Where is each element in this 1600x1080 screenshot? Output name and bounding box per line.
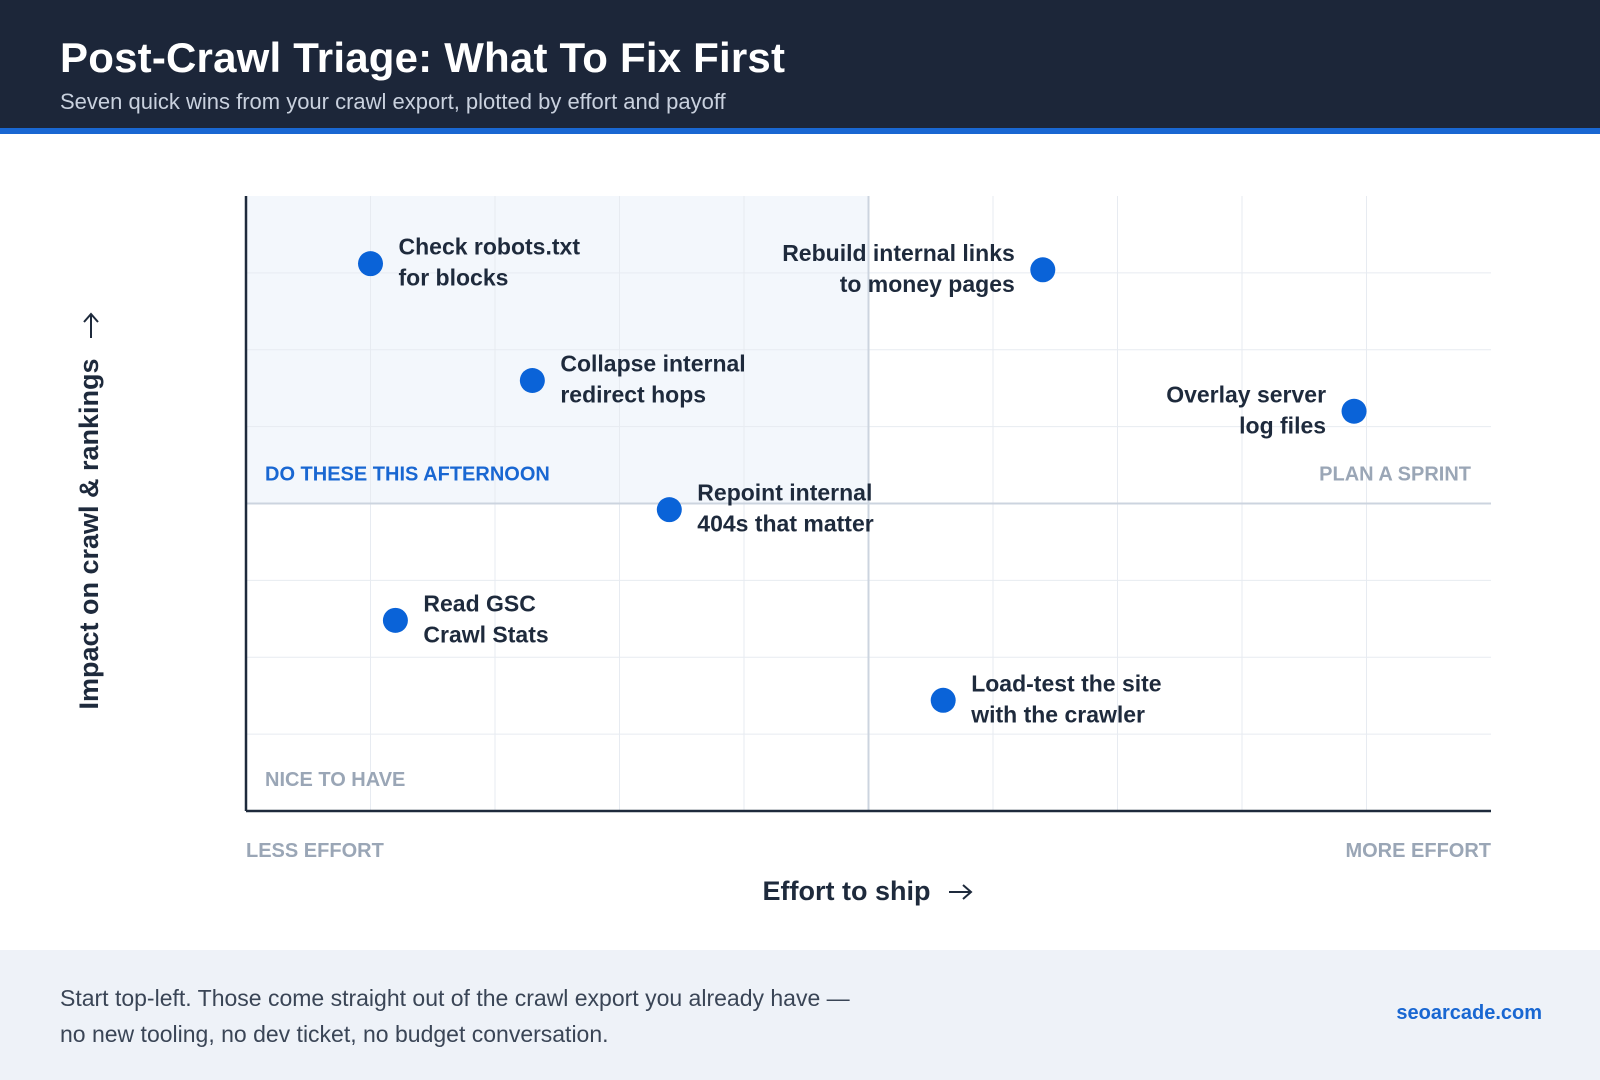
data-point-label: redirect hops [560, 382, 706, 408]
quadrant-label-bottom-left: NICE TO HAVE [265, 769, 405, 791]
chart-title: Post-Crawl Triage: What To Fix First [60, 34, 786, 81]
data-point [519, 368, 545, 393]
data-point-label: log files [1239, 412, 1326, 438]
footer-note-line-2: no new tooling, no dev ticket, no budget… [60, 1021, 609, 1047]
data-point [930, 687, 956, 713]
data-point-label: Collapse internal [560, 351, 745, 377]
data-point-label: Repoint internal [697, 480, 872, 506]
header-bar: Post-Crawl Triage: What To Fix First Sev… [0, 0, 1600, 128]
y-axis-arrow-icon [83, 312, 99, 338]
footer-brand: seoarcade.com [1396, 1002, 1542, 1024]
data-point-label: with the crawler [970, 701, 1145, 727]
quadrant-label-top-left: DO THESE THIS AFTERNOON [265, 464, 550, 486]
chart-subtitle: Seven quick wins from your crawl export,… [60, 89, 726, 114]
data-point [358, 251, 383, 277]
footer: Start top-left. Those come straight out … [0, 950, 1600, 1080]
data-point-label: Overlay server [1166, 381, 1326, 407]
data-point-label: Crawl Stats [423, 621, 548, 647]
data-point-label: Load-test the site [971, 670, 1161, 696]
data-point-label: Read GSC [423, 590, 535, 616]
x-axis-arrow-icon [949, 884, 973, 900]
data-point-label: to money pages [840, 271, 1015, 297]
data-point [1030, 257, 1056, 283]
x-axis-label-more-effort: MORE EFFORT [1345, 840, 1491, 862]
quadrant-label-top-right: PLAN A SPRINT [1319, 464, 1471, 486]
x-axis-title: Effort to ship [763, 876, 931, 906]
chart-svg: DO THESE THIS AFTERNOON PLAN A SPRINT NICE… [74, 196, 1491, 906]
data-point-label: Rebuild internal links [782, 240, 1015, 266]
data-point-label: for blocks [399, 265, 509, 291]
y-axis-title: Impact on crawl & rankings [74, 358, 104, 709]
data-point [382, 607, 408, 633]
header-accent-bar [0, 128, 1600, 134]
x-axis-label-less-effort: LESS EFFORT [246, 840, 384, 862]
data-point-label: 404s that matter [697, 511, 873, 537]
data-point-label: Check robots.txt [399, 234, 581, 260]
footer-note: Start top-left. Those come straight out … [60, 980, 960, 1052]
data-point [1341, 398, 1367, 424]
footer-note-line-1: Start top-left. Those come straight out … [60, 985, 850, 1011]
scatter-chart: DO THESE THIS AFTERNOON PLAN A SPRINT NICE… [0, 134, 1600, 950]
data-point [656, 497, 682, 523]
